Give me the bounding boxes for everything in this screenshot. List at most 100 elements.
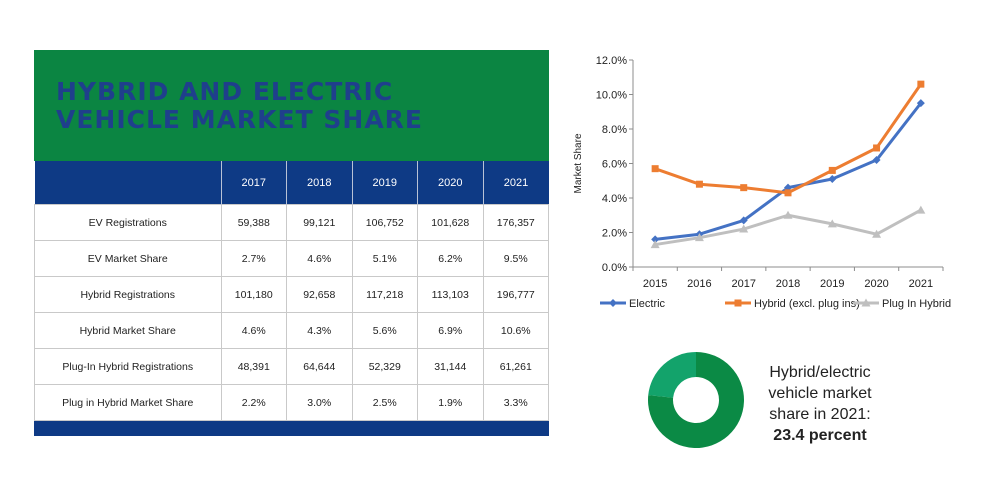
table-cell: 176,357 bbox=[482, 204, 549, 241]
y-tick-label: 0.0% bbox=[602, 262, 627, 274]
legend-label: Plug In Hybrid bbox=[882, 298, 951, 310]
table-row: Plug-In Hybrid Registrations 48,391 64,644… bbox=[34, 348, 549, 385]
x-tick-label: 2016 bbox=[687, 278, 711, 290]
series-line-hybrid bbox=[654, 83, 923, 195]
page-title-line1: HYBRID AND ELECTRIC bbox=[56, 77, 394, 106]
legend-marker bbox=[861, 298, 871, 307]
table-cell: 3.3% bbox=[482, 384, 549, 421]
table-cell: 113,103 bbox=[417, 276, 484, 313]
y-tick-label: 6.0% bbox=[602, 159, 627, 171]
data-point bbox=[784, 189, 792, 197]
legend-label: Hybrid (excl. plug ins) bbox=[754, 298, 860, 310]
donut-caption-line: share in 2021: bbox=[769, 406, 871, 423]
y-tick-label: 4.0% bbox=[602, 193, 627, 205]
row-label: Plug-In Hybrid Registrations bbox=[34, 348, 222, 385]
x-tick-label: 2021 bbox=[909, 278, 933, 290]
y-tick-label: 2.0% bbox=[602, 228, 627, 240]
donut-value: 23.4 percent bbox=[773, 427, 867, 444]
column-header: 2020 bbox=[417, 161, 484, 205]
data-point bbox=[694, 233, 704, 242]
row-label: Hybrid Market Share bbox=[34, 312, 222, 349]
table-cell: 99,121 bbox=[286, 204, 353, 241]
table-cell: 2.5% bbox=[351, 384, 418, 421]
legend-label: Electric bbox=[629, 298, 666, 310]
table-footer-bar bbox=[34, 421, 549, 436]
table-cell: 61,261 bbox=[482, 348, 549, 385]
market-share-panel: HYBRID AND ELECTRIC VEHICLE MARKET SHARE… bbox=[34, 50, 549, 436]
donut-slice-other bbox=[648, 352, 744, 448]
x-tick-label: 2018 bbox=[776, 278, 800, 290]
table-cell: 6.2% bbox=[417, 240, 484, 277]
data-point bbox=[828, 175, 837, 184]
table-cell: 5.6% bbox=[351, 312, 418, 349]
row-label: Plug in Hybrid Market Share bbox=[34, 384, 222, 421]
table-cell: 52,329 bbox=[351, 348, 418, 385]
table-cell: 4.6% bbox=[220, 312, 287, 349]
table-row: EV Market Share 2.7% 4.6% 5.1% 6.2% 9.5% bbox=[34, 240, 549, 277]
x-tick-label: 2019 bbox=[820, 278, 844, 290]
table-cell: 4.6% bbox=[286, 240, 353, 277]
data-point bbox=[740, 184, 748, 192]
data-point bbox=[650, 240, 660, 249]
data-point bbox=[872, 229, 882, 238]
table-cell: 101,628 bbox=[417, 204, 484, 241]
donut-slice-hybrid-electric bbox=[648, 352, 696, 398]
donut-caption-line: Hybrid/electric bbox=[769, 364, 871, 381]
table-cell: 4.3% bbox=[286, 312, 353, 349]
data-point bbox=[739, 224, 749, 233]
column-header: 2017 bbox=[221, 161, 287, 205]
table-cell: 2.2% bbox=[220, 384, 287, 421]
donut-caption: Hybrid/electric vehicle market share in … bbox=[744, 362, 896, 446]
series-line-electric bbox=[654, 102, 923, 241]
table-cell: 2.7% bbox=[220, 240, 287, 277]
row-label: Hybrid Registrations bbox=[34, 276, 222, 313]
y-tick-label: 8.0% bbox=[602, 124, 627, 136]
table-row: Hybrid Market Share 4.6% 4.3% 5.6% 6.9% 10.6% bbox=[34, 312, 549, 349]
table-row: Hybrid Registrations 101,180 92,658 117,218… bbox=[34, 276, 549, 313]
page-title-line2: VEHICLE MARKET SHARE bbox=[56, 105, 423, 134]
legend-marker bbox=[734, 299, 742, 307]
table-header-blank bbox=[34, 161, 222, 205]
data-point bbox=[917, 80, 925, 88]
table-cell: 92,658 bbox=[286, 276, 353, 313]
data-point bbox=[695, 180, 703, 188]
registrations-table: 2017 2018 2019 2020 2021 EV Registration… bbox=[34, 161, 549, 421]
data-point bbox=[872, 156, 881, 165]
data-point bbox=[916, 205, 926, 214]
table-cell: 48,391 bbox=[220, 348, 287, 385]
data-point bbox=[828, 166, 836, 174]
donut-caption-line: vehicle market bbox=[768, 385, 872, 402]
y-tick-label: 10.0% bbox=[596, 90, 627, 102]
table-cell: 10.6% bbox=[482, 312, 549, 349]
legend-marker bbox=[609, 299, 617, 307]
row-label: EV Market Share bbox=[34, 240, 222, 277]
column-header: 2018 bbox=[286, 161, 353, 205]
market-share-line-chart: 0.0% 2.0% 4.0% 6.0% 8.0% 10.0% 12.0% 2015 2016 20… bbox=[573, 55, 951, 310]
table-body: EV Registrations 59,388 99,121 106,752 101,6… bbox=[34, 204, 549, 421]
row-label: EV Registrations bbox=[34, 204, 222, 241]
x-tick-label: 2017 bbox=[731, 278, 755, 290]
table-cell: 6.9% bbox=[417, 312, 484, 349]
column-header: 2019 bbox=[352, 161, 418, 205]
table-cell: 1.9% bbox=[417, 384, 484, 421]
title-banner: HYBRID AND ELECTRIC VEHICLE MARKET SHARE bbox=[34, 50, 549, 161]
data-point bbox=[783, 210, 793, 219]
table-cell: 31,144 bbox=[417, 348, 484, 385]
table-cell: 196,777 bbox=[482, 276, 549, 313]
table-cell: 64,644 bbox=[286, 348, 353, 385]
x-tick-label: 2020 bbox=[864, 278, 888, 290]
table-cell: 59,388 bbox=[220, 204, 287, 241]
table-header-row: 2017 2018 2019 2020 2021 bbox=[34, 161, 549, 205]
table-row: EV Registrations 59,388 99,121 106,752 101,6… bbox=[34, 204, 549, 241]
table-cell: 9.5% bbox=[482, 240, 549, 277]
table-cell: 101,180 bbox=[220, 276, 287, 313]
data-point bbox=[916, 99, 925, 108]
data-point bbox=[873, 144, 881, 152]
y-tick-label: 12.0% bbox=[596, 55, 627, 67]
table-cell: 106,752 bbox=[351, 204, 418, 241]
data-point bbox=[651, 165, 659, 173]
column-header: 2021 bbox=[483, 161, 549, 205]
data-point bbox=[651, 235, 660, 244]
table-cell: 5.1% bbox=[351, 240, 418, 277]
x-tick-label: 2015 bbox=[643, 278, 667, 290]
